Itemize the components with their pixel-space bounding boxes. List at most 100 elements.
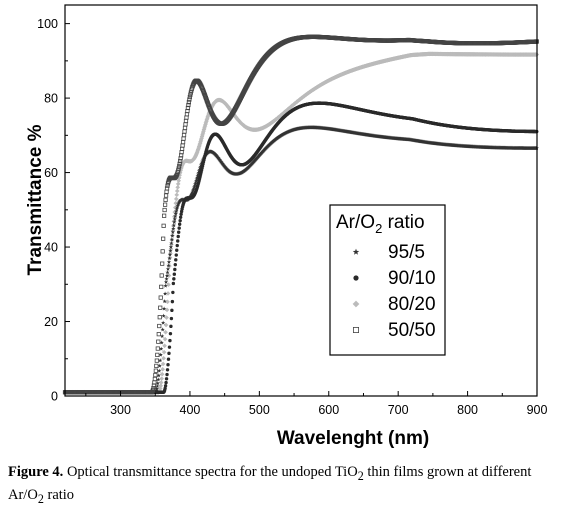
- data-point: [163, 386, 167, 391]
- series-marks: [62, 34, 540, 395]
- y-tick-label: 20: [44, 315, 58, 329]
- data-point: [170, 308, 174, 313]
- data-point: [194, 177, 199, 182]
- x-tick-label: 500: [249, 403, 270, 417]
- data-point: [162, 343, 167, 349]
- data-point: [158, 358, 163, 363]
- data-point: [164, 380, 168, 385]
- data-point: [171, 281, 176, 286]
- data-point: [188, 92, 193, 97]
- data-point: [183, 118, 189, 124]
- data-point: [160, 249, 165, 254]
- data-point: [174, 207, 179, 212]
- legend-title-sub: 2: [375, 221, 382, 236]
- data-point: [183, 122, 188, 127]
- series-95-5: [62, 125, 539, 395]
- data-point: [163, 279, 169, 284]
- data-point: [160, 334, 165, 339]
- data-point: [163, 329, 168, 335]
- data-point: [167, 256, 172, 261]
- data-point: [151, 386, 156, 391]
- data-point: [160, 261, 165, 266]
- data-point: [159, 376, 165, 382]
- data-point: [154, 388, 159, 393]
- data-point: [178, 156, 183, 161]
- legend-marker: [352, 248, 360, 255]
- x-tick-label: 900: [527, 403, 548, 417]
- data-point: [158, 380, 164, 385]
- legend-label: 95/5: [388, 242, 425, 263]
- caption-label: Figure 4.: [8, 464, 64, 480]
- data-point: [166, 259, 172, 264]
- data-point: [166, 357, 171, 361]
- data-point: [173, 211, 178, 216]
- x-tick-label: 800: [457, 403, 478, 417]
- data-point: [166, 362, 170, 367]
- data-point: [201, 89, 206, 94]
- data-point: [175, 243, 179, 248]
- data-point: [163, 322, 169, 328]
- y-tick-label: 60: [44, 166, 58, 180]
- data-point: [196, 170, 201, 175]
- data-point: [176, 178, 182, 184]
- data-point: [181, 132, 187, 138]
- data-point: [160, 327, 165, 332]
- data-point: [195, 173, 200, 178]
- data-point: [186, 100, 191, 105]
- data-point: [160, 361, 166, 367]
- data-point: [180, 139, 186, 145]
- data-point: [175, 205, 180, 210]
- figure-caption: Figure 4. Optical transmittance spectra …: [8, 463, 556, 509]
- data-point: [167, 351, 171, 356]
- axis-ticks: 300 400 500 600 700 800 900 0 20 40 60 80 100: [37, 17, 547, 417]
- caption-sub-2: 2: [37, 491, 44, 506]
- data-point: [162, 291, 168, 296]
- data-point: [166, 273, 172, 278]
- y-axis-title: Transmittance %: [25, 124, 46, 275]
- data-point: [175, 181, 181, 187]
- data-point: [161, 313, 166, 318]
- data-point: [194, 178, 199, 183]
- data-point: [159, 340, 164, 345]
- data-point: [171, 290, 175, 295]
- data-point: [176, 234, 180, 239]
- data-point: [161, 236, 166, 241]
- data-point: [168, 244, 174, 249]
- legend-marker: [353, 275, 359, 281]
- x-axis-title: Wavelenght (nm): [277, 428, 429, 449]
- data-point: [163, 193, 169, 198]
- data-point: [174, 209, 179, 214]
- data-point: [159, 273, 164, 278]
- data-point: [165, 183, 170, 188]
- data-point: [161, 349, 167, 355]
- legend-marker: [352, 326, 359, 333]
- legend-title-tail: ratio: [382, 212, 424, 233]
- data-point: [165, 270, 170, 275]
- data-point: [178, 159, 183, 164]
- data-point: [178, 215, 183, 219]
- data-point: [174, 173, 179, 179]
- legend-marker: [352, 300, 360, 308]
- data-point: [164, 377, 169, 381]
- data-point: [168, 248, 173, 253]
- data-point: [171, 226, 176, 231]
- data-point: [187, 94, 192, 100]
- data-point: [177, 164, 182, 169]
- legend-items: 95/5 90/10 80/20 50/50: [352, 242, 436, 341]
- data-point: [176, 166, 181, 171]
- x-tick-label: 600: [318, 403, 339, 417]
- series-80-20: [62, 51, 540, 395]
- data-point: [162, 306, 167, 311]
- data-point: [166, 282, 171, 288]
- data-point: [163, 384, 168, 388]
- data-point: [157, 368, 162, 373]
- x-tick-label: 400: [180, 403, 201, 417]
- data-point: [154, 363, 159, 369]
- legend-label: 90/10: [388, 268, 436, 289]
- transmittance-chart: 300 400 500 600 700 800 900 0 20 40 60 80 100 Transm…: [25, 4, 547, 449]
- data-point: [155, 380, 160, 385]
- data-point: [167, 252, 173, 257]
- data-point: [182, 129, 187, 134]
- data-point: [173, 200, 179, 206]
- data-point: [158, 352, 163, 357]
